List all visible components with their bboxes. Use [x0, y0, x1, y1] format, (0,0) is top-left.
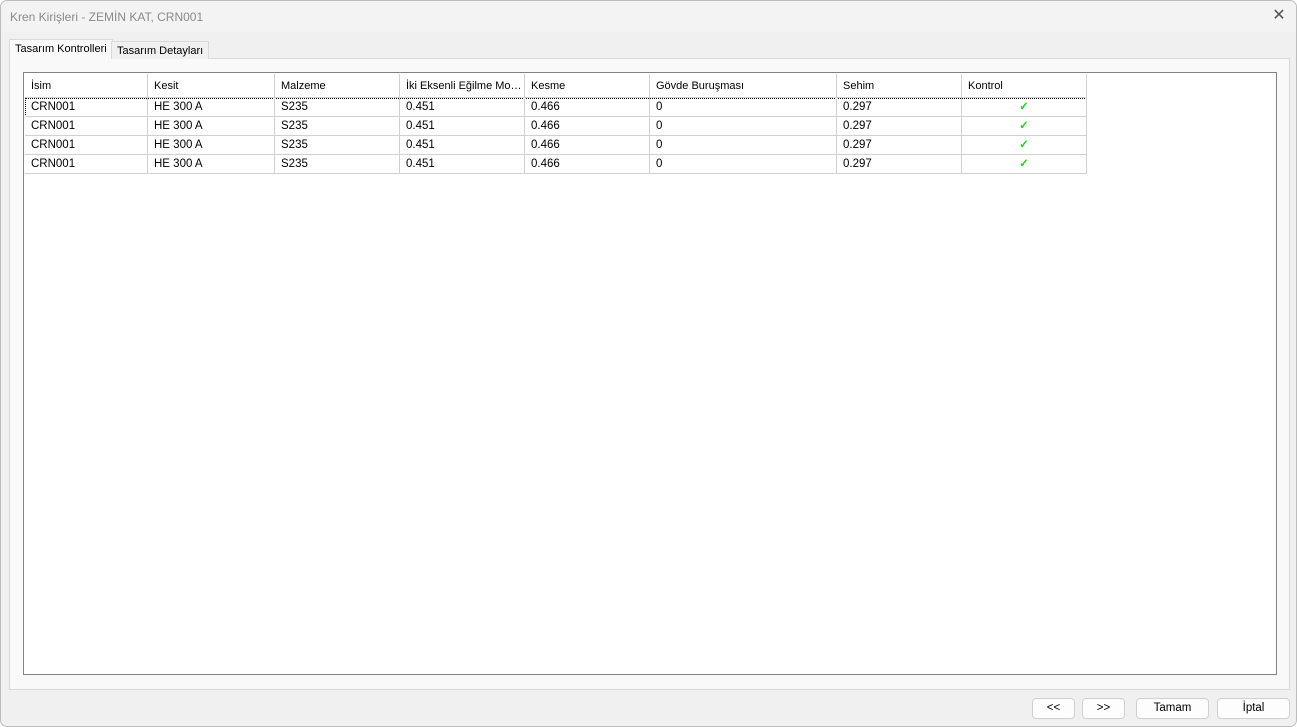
title-bar: Kren Kirişleri - ZEMİN KAT, CRN001 ✕ [1, 1, 1296, 32]
table-cell: 0.451 [400, 155, 525, 174]
table-row[interactable]: CRN001 HE 300 A S235 0.451 0.466 0 0.297 ✓ [25, 136, 1087, 155]
table-cell: CRN001 [25, 117, 148, 136]
column-header[interactable]: Kesit [148, 74, 275, 98]
column-header[interactable]: Malzeme [275, 74, 400, 98]
column-header[interactable]: Gövde Buruşması [650, 74, 837, 98]
table-cell: HE 300 A [148, 98, 275, 117]
check-icon: ✓ [962, 155, 1087, 174]
table-cell: 0.466 [525, 155, 650, 174]
table-cell: HE 300 A [148, 155, 275, 174]
table-cell: HE 300 A [148, 117, 275, 136]
check-icon: ✓ [962, 98, 1087, 117]
table-row[interactable]: CRN001 HE 300 A S235 0.451 0.466 0 0.297 ✓ [25, 155, 1087, 174]
table-row[interactable]: CRN001 HE 300 A S235 0.451 0.466 0 0.297 ✓ [25, 117, 1087, 136]
table-cell: S235 [275, 136, 400, 155]
table-cell: 0.297 [837, 117, 962, 136]
table-cell: 0.466 [525, 136, 650, 155]
check-icon: ✓ [962, 117, 1087, 136]
cancel-button[interactable]: İptal [1217, 698, 1290, 719]
ok-button[interactable]: Tamam [1136, 698, 1209, 719]
table-row[interactable]: CRN001 HE 300 A S235 0.451 0.466 0 0.297 ✓ [25, 98, 1087, 117]
table-header: İsim Kesit Malzeme İki Eksenli Eğilme Mo… Ke… [25, 74, 1087, 98]
table-cell: CRN001 [25, 155, 148, 174]
table-cell: 0 [650, 136, 837, 155]
table-cell: 0.451 [400, 117, 525, 136]
close-icon[interactable]: ✕ [1272, 7, 1286, 24]
column-header[interactable]: Sehim [837, 74, 962, 98]
column-header[interactable]: İsim [25, 74, 148, 98]
table-cell: 0 [650, 117, 837, 136]
column-header[interactable]: İki Eksenli Eğilme Mo… [400, 74, 525, 98]
table-cell: S235 [275, 98, 400, 117]
table-cell: CRN001 [25, 136, 148, 155]
table-cell: 0.466 [525, 117, 650, 136]
table-cell: S235 [275, 117, 400, 136]
tab-tasarim-detaylari[interactable]: Tasarım Detayları [111, 41, 210, 59]
table-cell: 0.451 [400, 98, 525, 117]
next-button[interactable]: >> [1082, 698, 1125, 719]
table-cell: CRN001 [25, 98, 148, 117]
table-cell: 0.297 [837, 155, 962, 174]
table-cell: HE 300 A [148, 136, 275, 155]
column-header[interactable]: Kesme [525, 74, 650, 98]
table-cell: 0.466 [525, 98, 650, 117]
table-cell: S235 [275, 155, 400, 174]
tab-tasarim-kontrolleri[interactable]: Tasarım Kontrolleri [9, 39, 113, 59]
table-cell: 0 [650, 155, 837, 174]
table-cell: 0 [650, 98, 837, 117]
column-header[interactable]: Kontrol [962, 74, 1087, 98]
table-cell: 0.297 [837, 136, 962, 155]
check-icon: ✓ [962, 136, 1087, 155]
design-checks-table[interactable]: İsim Kesit Malzeme İki Eksenli Eğilme Mo… Ke… [23, 72, 1277, 675]
window-title: Kren Kirişleri - ZEMİN KAT, CRN001 [10, 10, 204, 24]
previous-button[interactable]: << [1032, 698, 1075, 719]
table-cell: 0.451 [400, 136, 525, 155]
table-cell: 0.297 [837, 98, 962, 117]
